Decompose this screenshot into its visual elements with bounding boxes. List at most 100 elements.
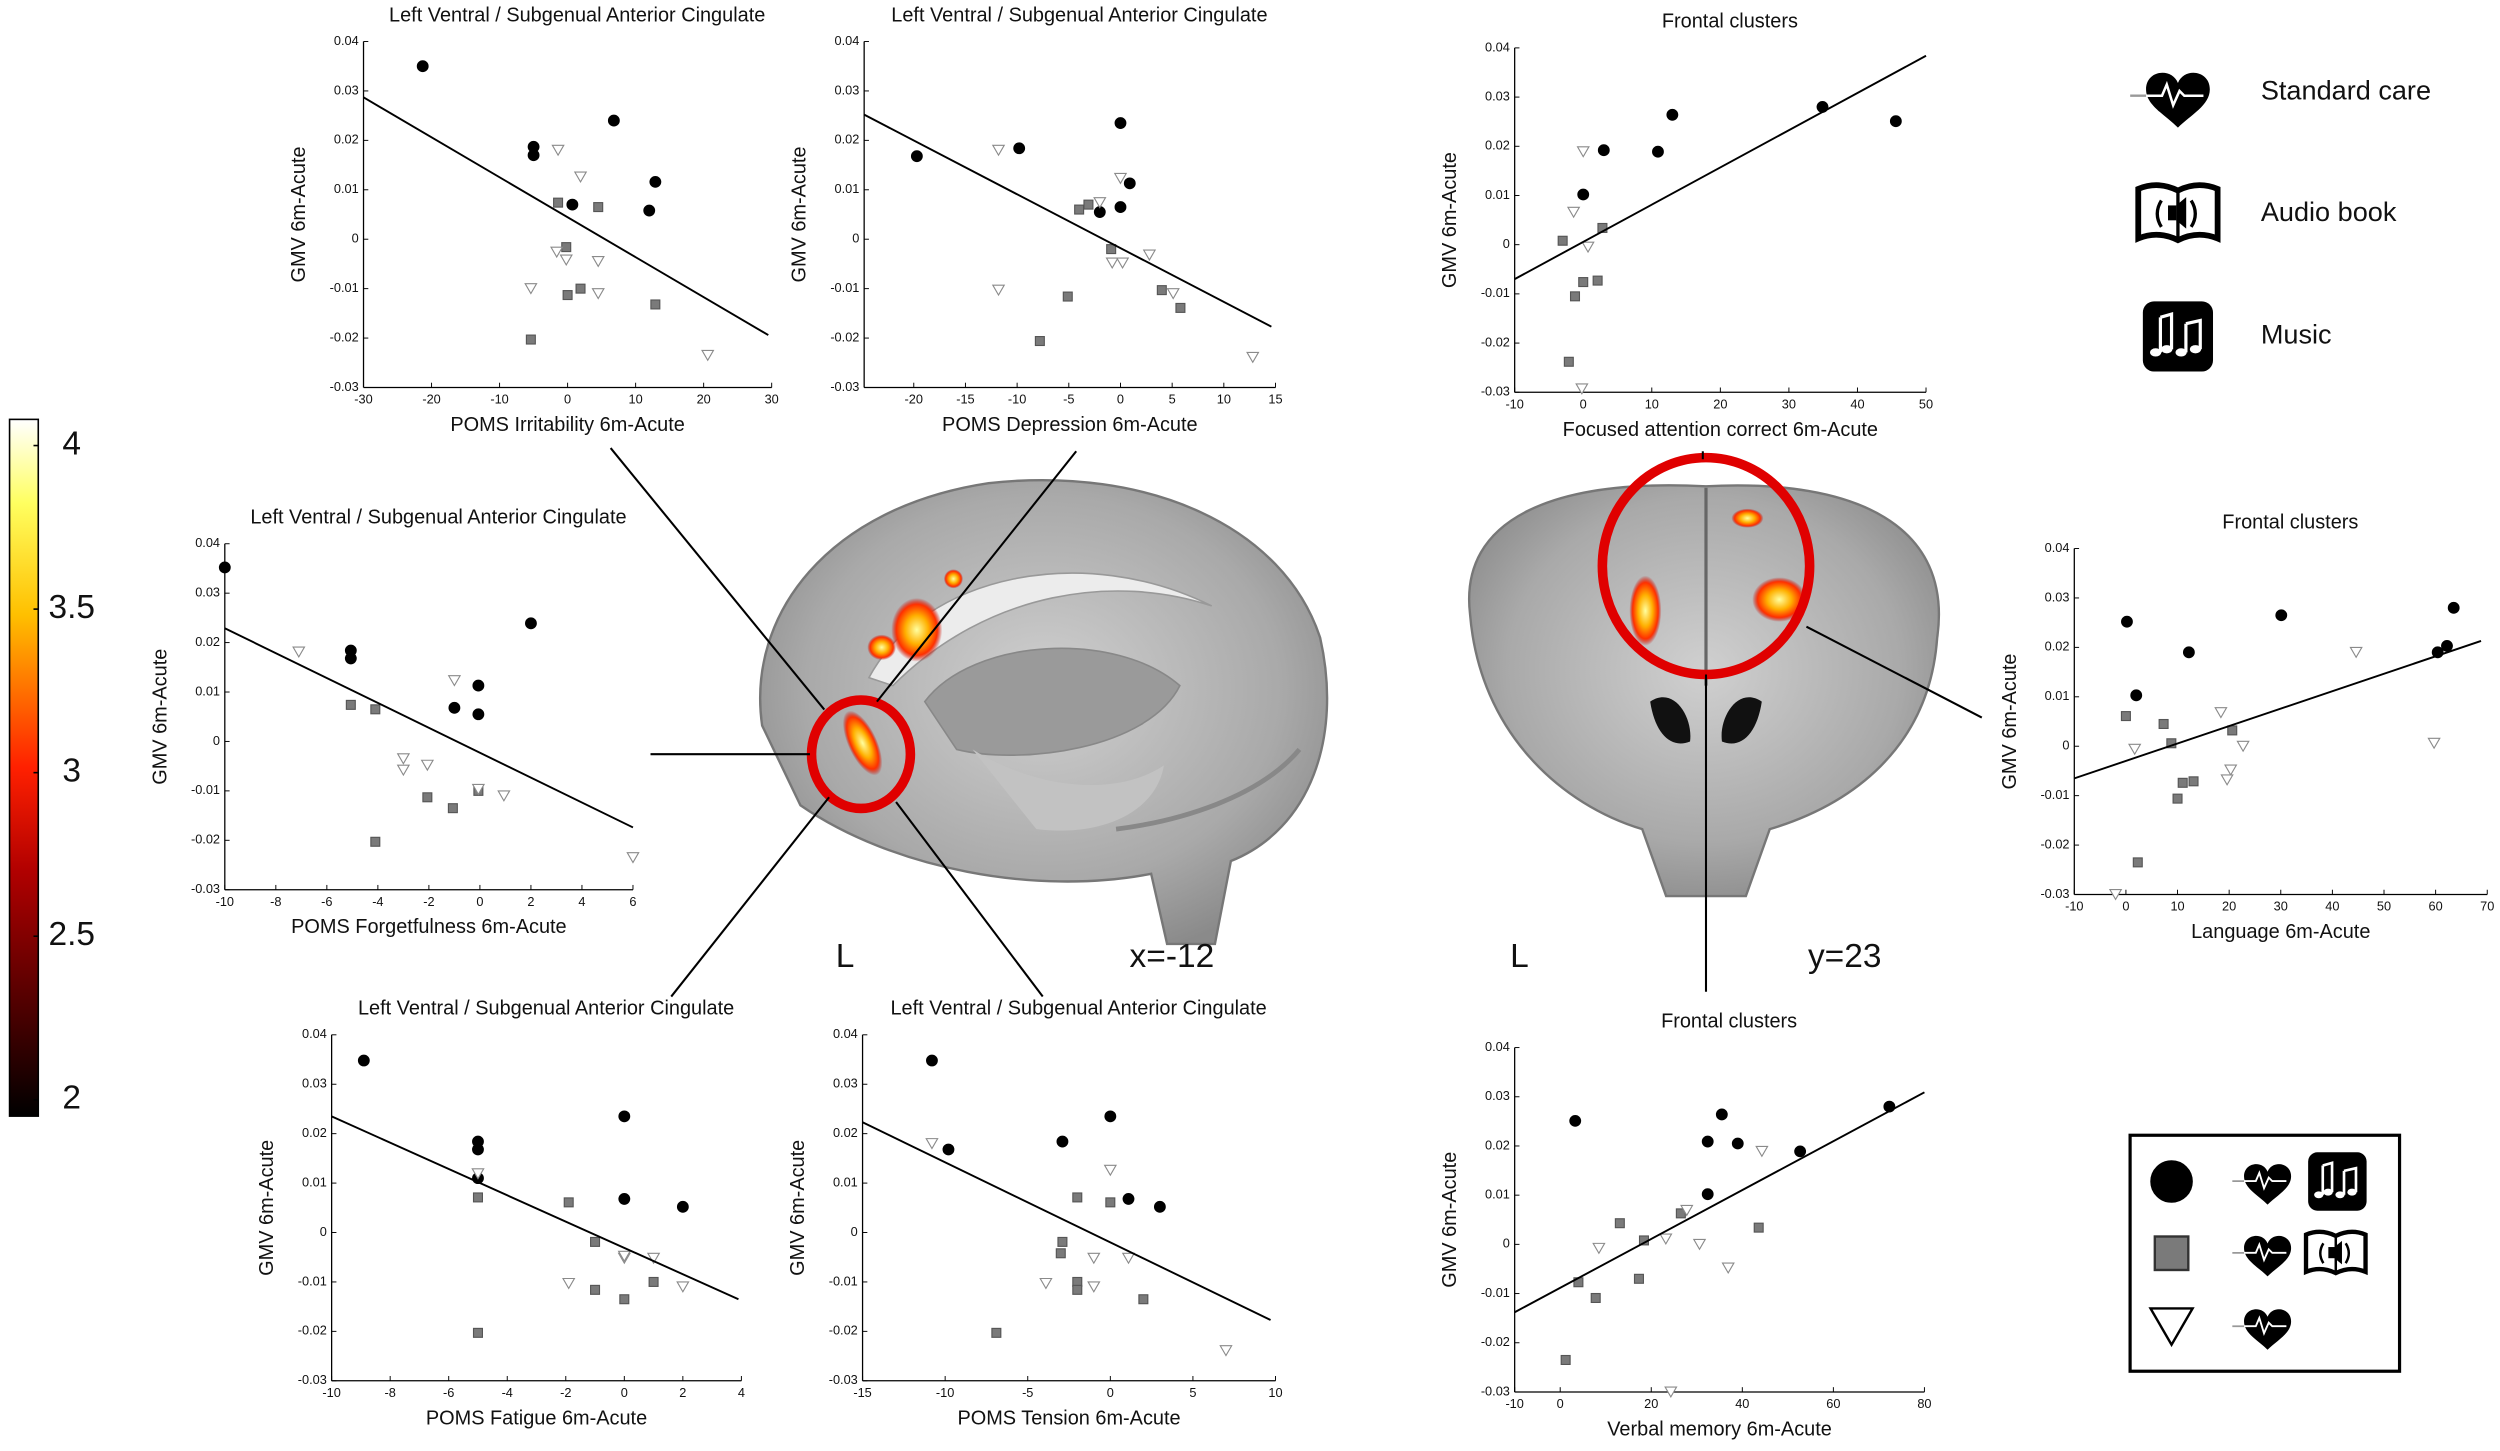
point xyxy=(2182,646,2195,659)
y-tick-label: -0.03 xyxy=(1481,384,1510,399)
fit-line xyxy=(2073,640,2482,780)
legend-label: Audio book xyxy=(2261,196,2397,227)
x-tick-label: 60 xyxy=(1826,1396,1840,1411)
y-tick-label: 0.04 xyxy=(835,33,860,48)
y-tick-label: 0.02 xyxy=(302,1125,327,1140)
y-tick-label: 0.03 xyxy=(835,82,860,97)
y-tick-label: 0 xyxy=(1503,1236,1510,1251)
point xyxy=(1569,1114,1582,1127)
x-tick-label: -10 xyxy=(1505,1396,1523,1411)
y-tick-label: -0.03 xyxy=(830,379,859,394)
x-tick-label: 30 xyxy=(765,392,779,407)
point xyxy=(1566,206,1581,219)
y-tick-label: -0.02 xyxy=(330,329,359,344)
point xyxy=(1680,1204,1694,1217)
y-tick-label: 0.03 xyxy=(1485,1088,1510,1103)
chart-title: Left Ventral / Subgenual Anterior Cingul… xyxy=(389,4,765,26)
y-tick-label: -0.02 xyxy=(1481,334,1510,349)
y-tick-label: 0 xyxy=(2062,738,2069,753)
y-tick-label: -0.01 xyxy=(1481,285,1510,300)
x-tick-label: 0 xyxy=(1107,1385,1114,1400)
x-tick-label: -2 xyxy=(423,894,434,909)
point xyxy=(991,284,1006,297)
point xyxy=(618,1110,631,1123)
point xyxy=(1142,249,1157,262)
colorbar-tick-label: 3.5 xyxy=(48,589,95,626)
point xyxy=(2121,615,2133,628)
point xyxy=(497,790,511,802)
point xyxy=(396,753,411,765)
chart-title: Left Ventral / Subgenual Anterior Cingul… xyxy=(358,998,734,1020)
point xyxy=(1115,257,1130,269)
x-tick-label: -15 xyxy=(853,1385,871,1400)
y-tick-label: 0 xyxy=(213,733,220,748)
point xyxy=(701,349,715,362)
point xyxy=(1122,1192,1135,1205)
point xyxy=(1590,1292,1601,1304)
point xyxy=(527,149,540,162)
point xyxy=(626,852,640,864)
x-tick-label: -10 xyxy=(322,1385,340,1400)
point xyxy=(1105,1197,1116,1208)
y-tick-label: 0.01 xyxy=(835,181,860,196)
point xyxy=(1753,1222,1764,1233)
point xyxy=(1652,145,1664,158)
point xyxy=(1692,1238,1707,1251)
y-tick-label: 0.01 xyxy=(1485,187,1510,202)
x-tick-label: -10 xyxy=(1008,392,1026,407)
x-tick-label: 4 xyxy=(578,894,585,909)
point xyxy=(472,679,485,692)
point xyxy=(1794,1145,1807,1158)
point xyxy=(676,1200,689,1213)
y-tick-label: 0.04 xyxy=(334,33,359,48)
point xyxy=(2349,646,2363,659)
y-tick-label: -0.02 xyxy=(191,832,220,847)
fit-line xyxy=(331,1115,739,1301)
scatter-chart: Left Ventral / Subgenual Anterior Cingul… xyxy=(789,4,1283,436)
point xyxy=(1701,1188,1714,1201)
y-tick-label: 0.01 xyxy=(302,1174,327,1189)
x-tick-label: -20 xyxy=(905,392,923,407)
slice-label: x=-12 xyxy=(1130,938,1215,975)
x-tick-label: 40 xyxy=(1735,1396,1749,1411)
y-axis-label: GMV 6m-Acute xyxy=(1439,1152,1461,1288)
point xyxy=(2275,609,2288,622)
point xyxy=(1072,1284,1083,1295)
point xyxy=(566,198,579,211)
y-tick-label: 0.03 xyxy=(2045,589,2070,604)
point xyxy=(1614,1218,1625,1229)
x-tick-label: 80 xyxy=(1917,1396,1931,1411)
y-tick-label: -0.01 xyxy=(829,1273,858,1288)
chart-title: Left Ventral / Subgenual Anterior Cingul… xyxy=(891,4,1267,26)
x-tick-label: -20 xyxy=(422,392,440,407)
point xyxy=(643,204,656,217)
x-tick-label: -10 xyxy=(936,1385,954,1400)
x-tick-label: 40 xyxy=(1850,396,1864,411)
x-axis-label: Language 6m-Acute xyxy=(2191,921,2370,943)
x-tick-label: -10 xyxy=(2065,899,2083,914)
y-tick-label: 0.03 xyxy=(833,1076,858,1091)
y-tick-label: 0.02 xyxy=(833,1125,858,1140)
point xyxy=(525,334,536,345)
point xyxy=(925,1138,939,1150)
point xyxy=(2224,764,2238,776)
x-axis-label: POMS Depression 6m-Acute xyxy=(942,414,1198,436)
hemisphere-label: L xyxy=(1510,938,1529,975)
point xyxy=(2128,743,2142,756)
audio-book-icon xyxy=(2138,185,2217,240)
point xyxy=(1560,1354,1571,1365)
point xyxy=(416,60,429,73)
x-tick-label: 30 xyxy=(1782,396,1796,411)
x-tick-label: 0 xyxy=(621,1385,628,1400)
colorbar xyxy=(8,418,40,1117)
point xyxy=(524,283,538,295)
y-tick-label: -0.02 xyxy=(829,1323,858,1338)
x-tick-label: 50 xyxy=(2377,899,2391,914)
x-tick-label: 6 xyxy=(629,894,636,909)
y-tick-label: 0.04 xyxy=(833,1026,858,1041)
x-axis-label: Verbal memory 6m-Acute xyxy=(1607,1418,1832,1440)
slice-label: y=23 xyxy=(1808,938,1882,975)
point xyxy=(1701,1135,1714,1148)
